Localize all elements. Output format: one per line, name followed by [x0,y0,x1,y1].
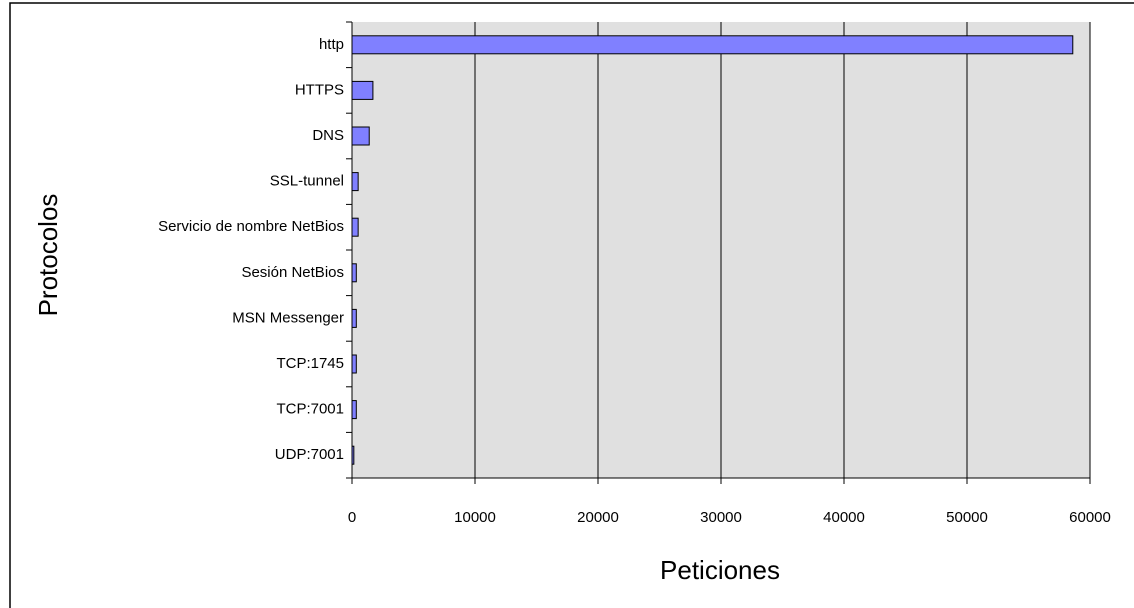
y-tick-label: Sesión NetBios [241,264,344,281]
bar [351,400,357,420]
y-tick-label: MSN Messenger [232,309,344,326]
y-tick-label: UDP:7001 [275,446,344,463]
bar [351,217,359,237]
y-tick-label: http [319,36,344,53]
bar [351,445,355,465]
bar [351,354,357,374]
x-tick-label: 10000 [454,509,496,526]
bar [351,35,1074,55]
y-tick-label: SSL-tunnel [270,173,344,190]
x-tick-label: 0 [348,509,356,526]
x-tick-label: 40000 [823,509,865,526]
x-tick-label: 20000 [577,509,619,526]
bar [351,126,370,146]
bar [351,172,359,192]
y-tick-label: Servicio de nombre NetBios [158,218,344,235]
x-tick-label: 60000 [1069,509,1111,526]
x-tick-label: 50000 [946,509,988,526]
y-axis-label: Protocolos [33,194,63,317]
x-tick-label: 30000 [700,509,742,526]
x-axis-label: Peticiones [660,555,780,585]
y-tick-label: HTTPS [295,81,344,98]
bar [351,80,374,100]
y-tick-label: TCP:1745 [276,355,344,372]
y-tick-label: DNS [312,127,344,144]
bar [351,308,357,328]
bar [351,263,357,283]
y-tick-label: TCP:7001 [276,401,344,418]
